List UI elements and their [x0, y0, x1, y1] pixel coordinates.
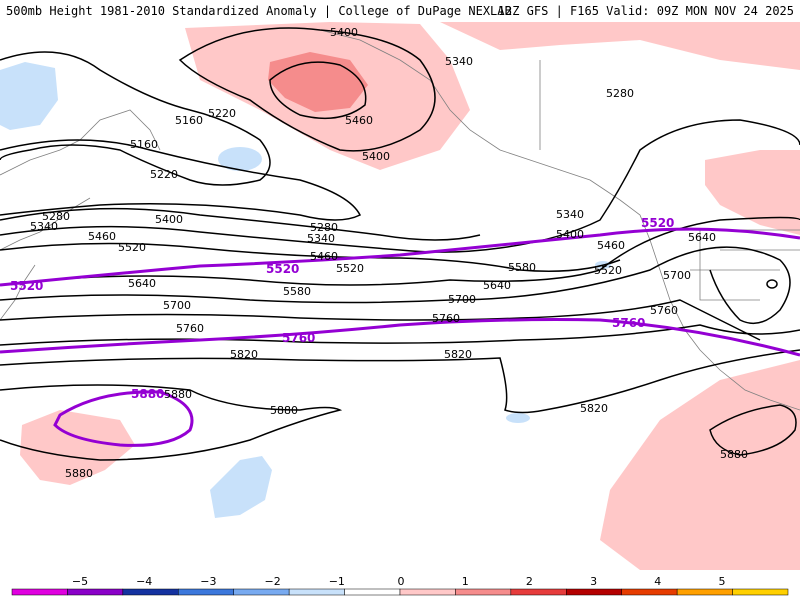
- contour-label: 5400: [556, 228, 584, 241]
- positive-anomaly-region: [20, 410, 135, 485]
- contour-label: 5880: [164, 388, 192, 401]
- contour-label: 5520: [118, 241, 146, 254]
- contour-label: 5760: [432, 312, 460, 325]
- negative-anomaly-region: [210, 456, 272, 518]
- colorbar-cell: [510, 588, 567, 596]
- contour-label: 5340: [30, 220, 58, 233]
- contour-label: 5880: [270, 404, 298, 417]
- colorbar-cell: [455, 588, 512, 596]
- colorbar-cell: [399, 588, 456, 596]
- contour-label: 5280: [42, 210, 70, 223]
- colorbar-cell: [621, 588, 678, 596]
- anomaly-map: 5400 5340 5280 5460 5400 5220 5160 5160 …: [0, 22, 800, 570]
- highlight-contour-labels: 5520 5520 5520 5760 5760 5880: [10, 216, 674, 401]
- negative-anomaly-region: [0, 62, 58, 130]
- contour-label: 5160: [175, 114, 203, 127]
- contour-label: 5820: [580, 402, 608, 415]
- colorbar-cells: [11, 588, 789, 596]
- colorbar-tick-label: −3: [200, 575, 216, 588]
- highlight-contour-label: 5520: [641, 216, 674, 230]
- colorbar-cell: [288, 588, 345, 596]
- model-valid-time: 12Z GFS | F165 Valid: 09Z MON NOV 24 202…: [497, 4, 794, 18]
- contour-label: 5340: [556, 208, 584, 221]
- colorbar-cell: [566, 588, 622, 596]
- highlight-contour-label: 5520: [266, 262, 299, 276]
- highlight-contour-label: 5760: [612, 316, 645, 330]
- contour-label: 5520: [336, 262, 364, 275]
- colorbar-cell: [233, 588, 290, 596]
- colorbar-tick-label: −5: [72, 575, 88, 588]
- contour-label: 5160: [130, 138, 158, 151]
- highlight-contour-label: 5760: [282, 331, 315, 345]
- highlight-contour-label: 5520: [10, 279, 43, 293]
- contour-label: 5520: [594, 264, 622, 277]
- contour-label: 5760: [176, 322, 204, 335]
- colorbar-tick-label: 5: [719, 575, 726, 588]
- colorbar-tick-label: 0: [398, 575, 405, 588]
- positive-anomaly-region: [705, 150, 800, 235]
- colorbar-cell: [676, 588, 733, 596]
- colorbar-tick-label: 3: [590, 575, 597, 588]
- contour-label: 5460: [88, 230, 116, 243]
- contour-label: 5640: [688, 231, 716, 244]
- anomaly-colorbar: −5 −4 −3 −2 −1 0 1 2 3 4 5: [11, 575, 789, 596]
- contour-label: 5340: [445, 55, 473, 68]
- contour-label: 5460: [597, 239, 625, 252]
- contour-label: 5580: [508, 261, 536, 274]
- colorbar-tick-label: 2: [526, 575, 533, 588]
- contour-label: 5400: [155, 213, 183, 226]
- contour-label: 5700: [448, 293, 476, 306]
- contour-label: 5460: [310, 250, 338, 263]
- height-contours: [0, 27, 800, 461]
- contour-label: 5220: [208, 107, 236, 120]
- contour-label: 5400: [362, 150, 390, 163]
- colorbar-tick-label: −2: [264, 575, 280, 588]
- colorbar-cell: [11, 588, 68, 596]
- colorbar-tick-label: 1: [462, 575, 469, 588]
- contour-label: 5880: [65, 467, 93, 480]
- negative-anomaly-region: [506, 413, 530, 423]
- colorbar-tick-label: −4: [136, 575, 152, 588]
- map-header: 500mb Height 1981-2010 Standardized Anom…: [0, 0, 800, 22]
- contour-label: 5700: [163, 299, 191, 312]
- contour-label: 5700: [663, 269, 691, 282]
- contour-label: 5400: [330, 26, 358, 39]
- anomaly-shading: [0, 22, 800, 570]
- contour-label: 5640: [483, 279, 511, 292]
- colorbar-cell: [67, 588, 124, 596]
- contour-label: 5280: [606, 87, 634, 100]
- contour-labels: 5400 5340 5280 5460 5400 5220 5160 5160 …: [30, 26, 748, 480]
- contour-label: 5880: [720, 448, 748, 461]
- highlight-contours: [0, 227, 800, 447]
- contour-label: 5820: [230, 348, 258, 361]
- contour-label: 5280: [310, 221, 338, 234]
- contour-label: 5220: [150, 168, 178, 181]
- product-title: 500mb Height 1981-2010 Standardized Anom…: [6, 4, 512, 18]
- colorbar-cell: [344, 588, 401, 596]
- negative-anomaly-region: [218, 147, 262, 171]
- contour-label: 5760: [650, 304, 678, 317]
- contour-label: 5340: [307, 232, 335, 245]
- contour-label: 5460: [345, 114, 373, 127]
- colorbar-ticks: −5 −4 −3 −2 −1 0 1 2 3 4 5: [72, 575, 726, 588]
- positive-anomaly-region: [440, 22, 800, 70]
- colorbar-cell: [122, 588, 179, 596]
- highlight-contour-label: 5880: [131, 387, 164, 401]
- contour-label: 5580: [283, 285, 311, 298]
- colorbar-tick-label: 4: [654, 575, 661, 588]
- contour-label: 5820: [444, 348, 472, 361]
- colorbar-cell: [178, 588, 234, 596]
- positive-anomaly-region: [600, 360, 800, 570]
- colorbar-tick-label: −1: [329, 575, 345, 588]
- contour-label: 5640: [128, 277, 156, 290]
- colorbar-cell: [732, 588, 789, 596]
